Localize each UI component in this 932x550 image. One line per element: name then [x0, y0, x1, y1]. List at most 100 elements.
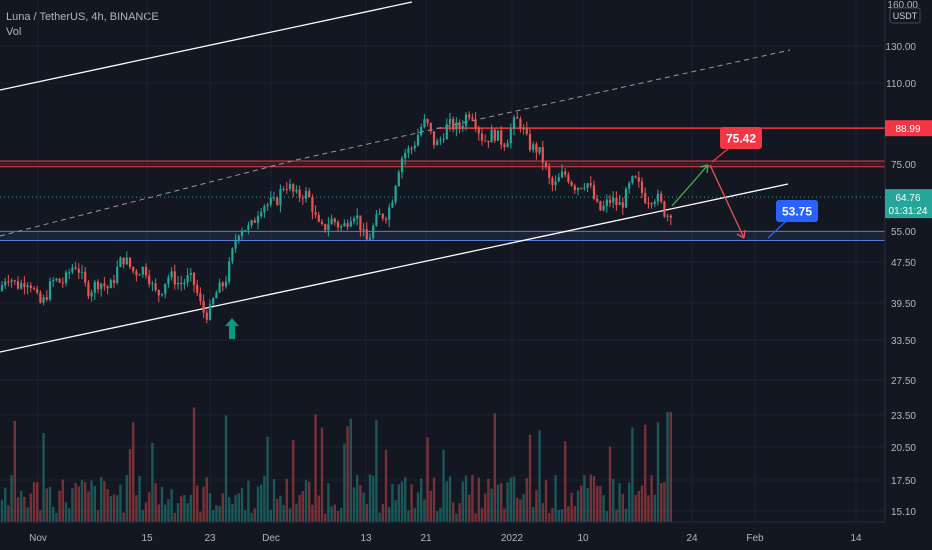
volume-bar — [618, 483, 621, 522]
volume-bar — [138, 475, 141, 522]
volume-bar — [295, 503, 298, 522]
candle-body — [167, 277, 170, 284]
volume-bar — [407, 510, 410, 522]
candle-body — [362, 229, 365, 231]
candle-body — [535, 144, 538, 153]
candle-body — [215, 292, 218, 299]
candle-body — [263, 206, 266, 213]
volume-bar — [400, 481, 404, 522]
volume-bar — [279, 495, 282, 522]
candle-body — [365, 229, 368, 240]
volume-bar — [381, 504, 384, 522]
candle-body — [61, 282, 64, 284]
candle-body — [23, 283, 26, 288]
volume-bar — [496, 484, 500, 522]
volume-bar — [628, 482, 631, 522]
volume-bar — [365, 503, 368, 522]
candle-body — [605, 199, 608, 206]
volume-bar — [516, 497, 519, 522]
volume-bar — [77, 486, 80, 522]
candle-body — [612, 197, 615, 203]
candle-body — [192, 272, 196, 285]
volume-bar — [663, 482, 666, 522]
candle-body — [602, 205, 605, 211]
volume-indicator-label[interactable]: Vol — [6, 26, 22, 38]
candle-body — [349, 221, 352, 227]
price-tick-label: 47.50 — [891, 258, 916, 269]
candle-body — [128, 257, 132, 267]
candle-body — [279, 188, 282, 205]
volume-bar — [183, 494, 186, 522]
volume-bar — [384, 449, 388, 522]
volume-bar — [311, 504, 314, 522]
time-tick-label: 15 — [141, 533, 153, 544]
candle-body — [583, 187, 586, 189]
volume-bar — [122, 512, 125, 522]
candle-body — [346, 223, 349, 227]
candle-body — [148, 275, 151, 285]
candle-body — [247, 225, 250, 231]
volume-bar — [87, 491, 90, 522]
volume-bar — [74, 483, 77, 522]
candle-body — [576, 188, 580, 191]
volume-bar — [269, 509, 272, 522]
candle-body — [48, 281, 52, 300]
candle-body — [381, 213, 384, 219]
candle-body — [199, 293, 202, 302]
price-tick-label: 160.00 — [887, 0, 918, 11]
candle-body — [32, 288, 36, 290]
volume-bar — [160, 486, 164, 522]
time-axis[interactable]: Nov 15 23 Dec 13 21 2022 10 24 Feb 14 — [0, 521, 932, 550]
candle-body — [333, 218, 336, 222]
volume-bar — [442, 449, 445, 522]
volume-bar — [612, 478, 615, 522]
volume-bar — [564, 441, 567, 522]
volume-bar — [391, 483, 394, 522]
candle-body — [324, 223, 327, 231]
candle-body — [176, 282, 180, 285]
candle-body — [477, 127, 480, 134]
candle-body — [202, 301, 205, 313]
candle-body — [212, 298, 215, 305]
arrow-head — [736, 229, 746, 239]
candle-body — [394, 186, 397, 203]
time-axis-background — [0, 522, 932, 550]
volume-bar — [464, 475, 468, 522]
volume-bar — [186, 503, 189, 522]
price-axis-background — [885, 0, 932, 550]
candle-body — [109, 280, 112, 289]
volume-bar — [452, 502, 455, 522]
volume-bar — [298, 494, 301, 522]
candle-body — [391, 202, 394, 208]
candle-body — [400, 158, 404, 173]
candle-body — [528, 134, 532, 150]
candle-body — [292, 184, 295, 192]
symbol-title[interactable]: Luna / TetherUS, 4h, BINANCE — [6, 11, 159, 23]
candle-body — [480, 133, 484, 141]
price-tick-label: 27.50 — [891, 376, 916, 387]
volume-bar — [320, 427, 324, 522]
volume-bar — [525, 478, 528, 522]
candle-body — [461, 125, 464, 128]
volume-bar — [132, 422, 135, 522]
volume-bar — [592, 476, 596, 522]
candle-body — [71, 267, 74, 273]
resistance-price-text: 88.99 — [895, 124, 920, 135]
candle-body — [119, 257, 122, 267]
candle-body — [276, 197, 279, 205]
candle-body — [311, 197, 314, 213]
volume-bar — [109, 496, 112, 522]
volume-bar — [378, 512, 381, 522]
candle-body — [500, 130, 503, 145]
volume-bar — [52, 506, 55, 522]
volume-bar — [509, 477, 512, 522]
candle-body — [580, 188, 583, 190]
candle-body — [77, 268, 80, 273]
volume-bar — [624, 508, 628, 522]
candle-body — [608, 199, 612, 203]
candle-body — [4, 281, 7, 286]
candle-body — [96, 281, 100, 289]
price-tick-label: 39.50 — [891, 299, 916, 310]
